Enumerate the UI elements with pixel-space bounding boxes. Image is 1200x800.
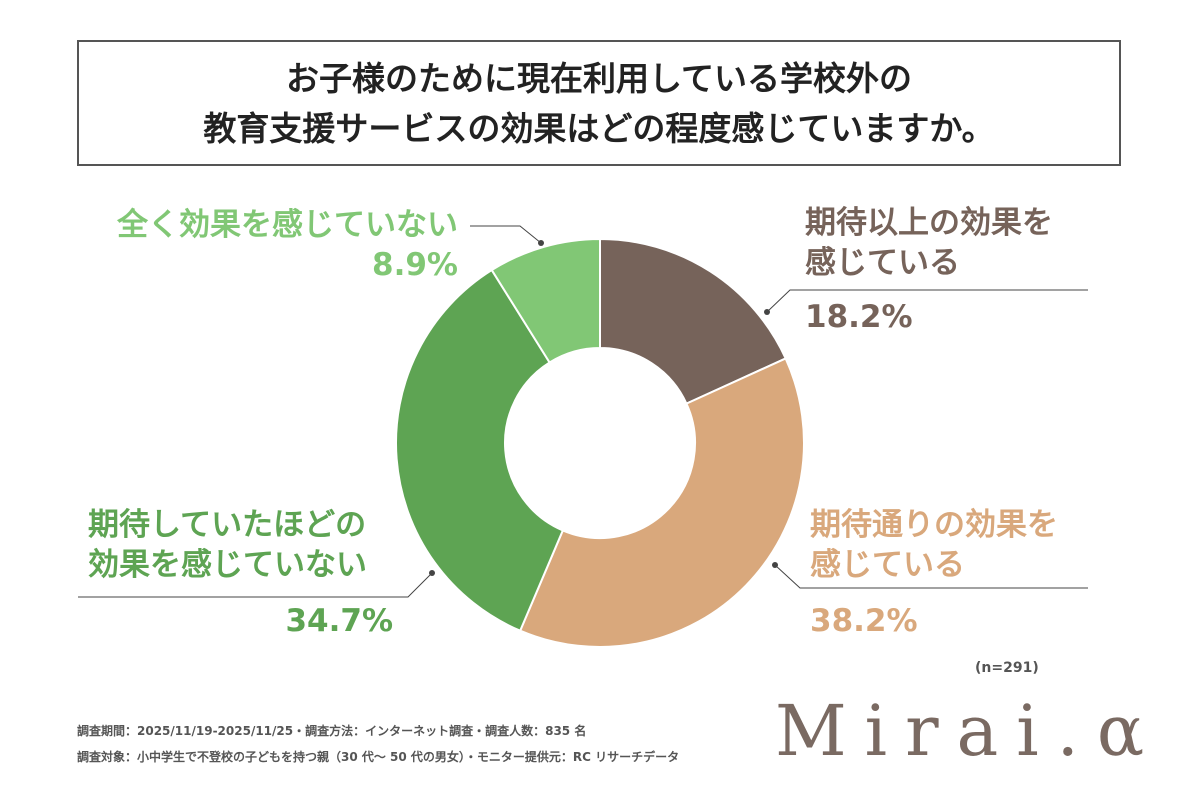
logo: Mirai.α <box>775 690 1163 772</box>
footer-line2: 調査対象：小中学生で不登校の子どもを持つ親（30 代～ 50 代の男女）・モニタ… <box>77 750 680 764</box>
donut-slice-0 <box>599 237 787 405</box>
leader-line-0 <box>766 289 1088 313</box>
leader-line-2 <box>78 572 433 598</box>
donut-slice-2 <box>395 268 565 633</box>
donut-slice-3 <box>490 237 601 364</box>
footer-line1: 調査期間：2025/11/19-2025/11/25・調査方法：インターネット調… <box>77 724 587 738</box>
leader-line-3 <box>470 225 542 244</box>
label-no-effect: 全く効果を感じていない 8.9% <box>117 207 458 283</box>
title-line2: 教育支援サービスの効果はどの程度感じていますか。 <box>203 109 995 148</box>
leader-line-1 <box>774 564 1088 589</box>
label-less-than-expected: 期待していたほどの 効果を感じていない 34.7% <box>88 507 393 639</box>
chart-title: お子様のために現在利用している学校外の教育支援サービスの効果はどの程度感じていま… <box>77 40 1121 166</box>
leader-lines <box>78 225 1088 598</box>
label-above-expectation: 期待以上の効果を 感じている 18.2% <box>805 205 1053 335</box>
label-as-expected: 期待通りの効果を 感じている 38.2% <box>810 507 1058 639</box>
donut-slice-1 <box>518 357 805 648</box>
title-line1: お子様のために現在利用している学校外の <box>285 59 912 98</box>
leader-dots <box>429 240 778 576</box>
sample-size: (n=291) <box>975 660 1039 676</box>
